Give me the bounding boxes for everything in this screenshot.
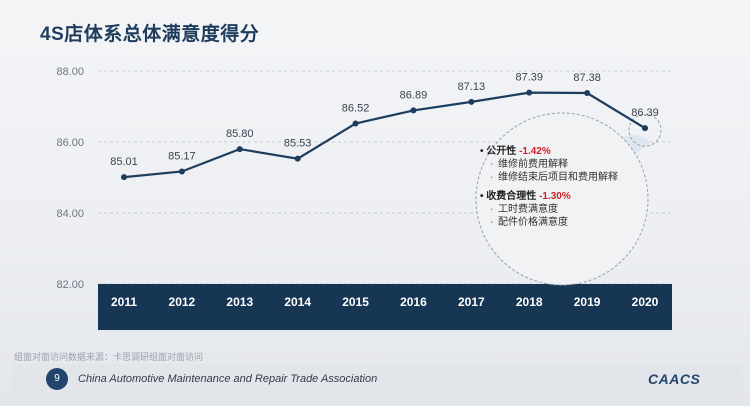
- callout-group-heading: • 公开性 -1.42%: [480, 145, 644, 158]
- callout-group-name: 公开性: [486, 146, 520, 157]
- series-line: [123, 91, 646, 179]
- bullet-icon: •: [480, 146, 487, 157]
- callout-circle: [475, 112, 649, 286]
- x-tick-label: 2011: [111, 295, 137, 309]
- source-note: 组面对面访问数据来源：卡思调研组面对面访问: [14, 352, 204, 362]
- x-tick-label: 2019: [574, 295, 601, 309]
- bullet-icon: •: [480, 191, 487, 202]
- x-tick-label: 2020: [632, 295, 659, 309]
- footer-org-name: China Automotive Maintenance and Repair …: [78, 373, 378, 385]
- data-label: 86.52: [342, 103, 370, 115]
- data-point: [178, 168, 185, 175]
- page-number: 9: [46, 368, 68, 390]
- highlight-ring: [628, 113, 662, 147]
- data-point: [526, 89, 533, 96]
- data-point: [352, 120, 359, 127]
- data-point: [410, 107, 417, 114]
- callout-bubble: [475, 112, 662, 286]
- x-tick-label: 2014: [284, 295, 311, 309]
- data-point: [294, 155, 301, 162]
- y-tick-label: 84.00: [56, 208, 84, 220]
- data-label: 85.53: [284, 138, 312, 150]
- callout-change: -1.42%: [519, 146, 551, 157]
- data-label: 85.01: [110, 156, 138, 168]
- data-point: [584, 90, 591, 97]
- data-point: [642, 125, 648, 132]
- y-tick-label: 82.00: [56, 279, 84, 291]
- callout-text: • 公开性 -1.42%维修前费用解释维修结束后项目和费用解释 • 收费合理性 -…: [480, 145, 644, 229]
- x-tick-label: 2017: [458, 295, 485, 309]
- callout-item: 工时费满意度: [480, 203, 644, 216]
- x-tick-label: 2012: [169, 295, 196, 309]
- data-point: [121, 174, 127, 181]
- x-axis-ticks: 2011 2012 2013 2014 2015 2016 2017 2018 2019 2020: [111, 295, 659, 309]
- footer-bar: [12, 364, 742, 394]
- data-label: 85.17: [168, 150, 196, 162]
- data-label: 87.38: [573, 72, 601, 84]
- year-band: [98, 284, 672, 330]
- org-logo: CAACS: [648, 371, 701, 387]
- callout-change: -1.30%: [539, 191, 571, 202]
- x-tick-label: 2015: [342, 295, 369, 309]
- data-point: [468, 98, 475, 105]
- page-title: 4S店体系总体满意度得分: [40, 24, 260, 45]
- callout-item: 维修前费用解释: [480, 158, 644, 171]
- x-tick-label: 2018: [516, 295, 543, 309]
- data-points: [121, 89, 648, 181]
- x-tick-label: 2016: [400, 295, 427, 309]
- data-point: [236, 146, 243, 153]
- data-label: 87.39: [515, 72, 543, 84]
- y-tick-label: 86.00: [56, 137, 84, 149]
- callout-item: 配件价格满意度: [480, 216, 644, 229]
- data-labels: 85.01 85.17 85.80 85.53 86.52 86.89 87.13 87.39…: [110, 72, 659, 168]
- data-label: 85.80: [226, 128, 254, 140]
- callout-group-heading: • 收费合理性 -1.30%: [480, 190, 644, 203]
- callout-group-name: 收费合理性: [486, 191, 540, 202]
- callout-item: 维修结束后项目和费用解释: [480, 171, 644, 184]
- y-axis-ticks: 88.00 86.00 84.00 82.00: [56, 66, 84, 291]
- x-tick-label: 2013: [226, 295, 253, 309]
- y-tick-label: 88.00: [56, 66, 84, 78]
- data-label: 87.13: [458, 81, 486, 93]
- data-label: 86.39: [631, 107, 659, 119]
- data-label: 86.89: [400, 89, 428, 101]
